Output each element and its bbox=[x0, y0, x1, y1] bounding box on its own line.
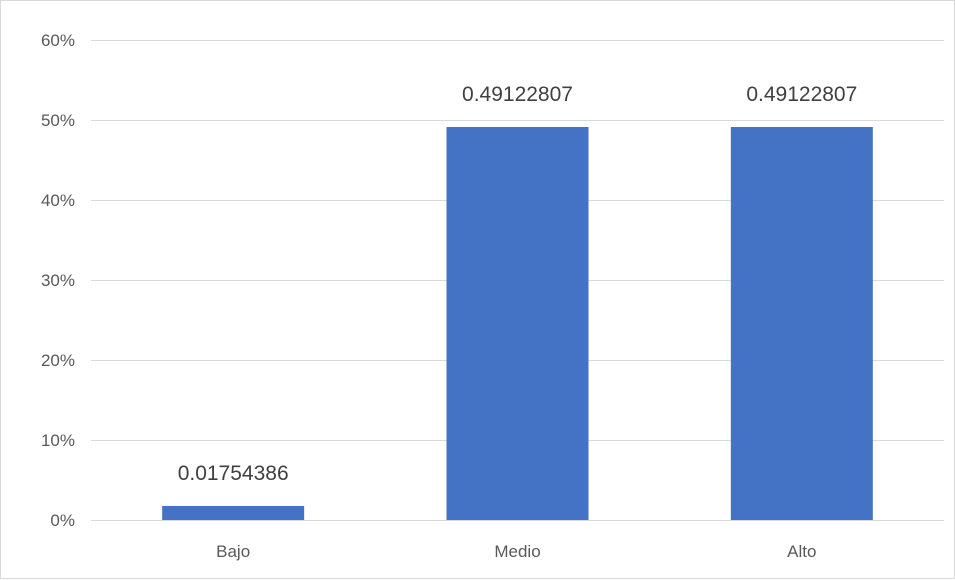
y-axis-tick-labels: 0% 10% 20% 30% 40% 50% 60% bbox=[41, 31, 75, 530]
y-tick-label: 40% bbox=[41, 191, 75, 210]
bar-alto bbox=[730, 127, 873, 520]
data-labels: 0.01754386 0.49122807 0.49122807 bbox=[178, 83, 858, 485]
data-label: 0.01754386 bbox=[178, 462, 289, 485]
y-tick-label: 30% bbox=[41, 271, 75, 290]
x-tick-label: Bajo bbox=[216, 542, 250, 561]
y-tick-label: 60% bbox=[41, 31, 75, 50]
data-label: 0.49122807 bbox=[746, 83, 857, 106]
x-tick-label: Medio bbox=[494, 542, 540, 561]
y-tick-label: 50% bbox=[41, 111, 75, 130]
data-label: 0.49122807 bbox=[462, 83, 573, 106]
y-tick-label: 0% bbox=[50, 511, 75, 530]
bar-bajo bbox=[162, 505, 305, 520]
y-tick-label: 20% bbox=[41, 351, 75, 370]
y-tick-label: 10% bbox=[41, 431, 75, 450]
bar-medio bbox=[446, 127, 589, 520]
x-tick-label: Alto bbox=[787, 542, 816, 561]
x-axis-tick-labels: Bajo Medio Alto bbox=[216, 542, 816, 561]
bars bbox=[162, 127, 873, 520]
